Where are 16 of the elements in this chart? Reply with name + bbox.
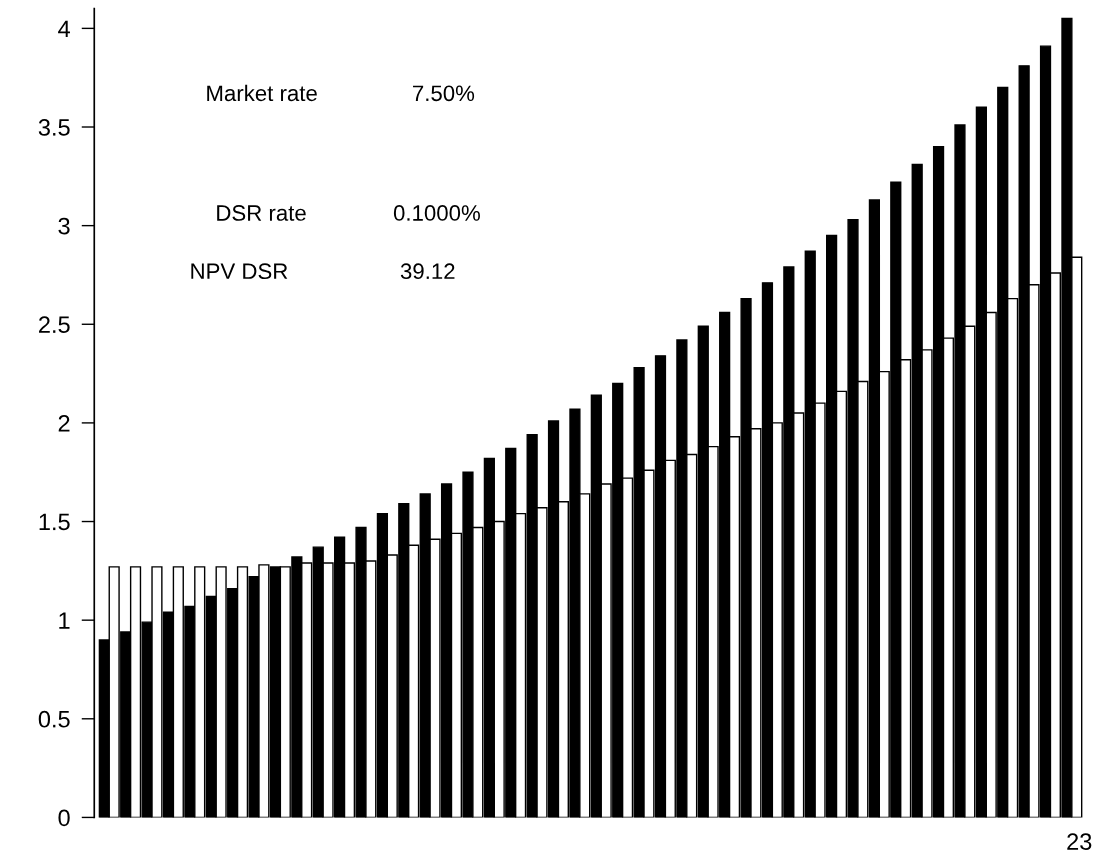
- y-tick-label: 2.5: [39, 316, 70, 334]
- y-tick-label: 0: [58, 809, 70, 827]
- annotation: 7.50%: [413, 85, 475, 102]
- y-tick-label: 3: [58, 217, 70, 235]
- y-tick-label: 1.5: [39, 513, 70, 531]
- text: 23: [1067, 833, 1092, 850]
- y-tick-label: 4: [58, 20, 70, 37]
- annotation: DSR rate: [217, 205, 306, 221]
- y-tick-label: 3.5: [38, 119, 70, 136]
- annotation: 0.1000%: [393, 205, 480, 221]
- annotation: NPV DSR: [191, 263, 288, 280]
- y-tick-label: 1: [59, 612, 70, 629]
- y-tick-label: 0.5: [38, 710, 70, 728]
- annotation: 39.12: [400, 263, 455, 280]
- annotation: Market rate: [207, 84, 317, 102]
- y-tick-label: 2: [58, 414, 70, 432]
